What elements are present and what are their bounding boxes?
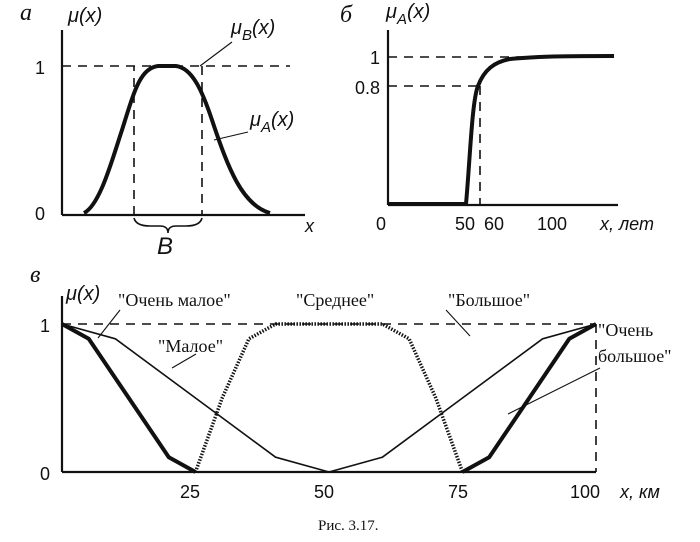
panel-c-ylabel: μ(x) (65, 283, 100, 305)
panel-a: а μ(x) 1 0 x μB(x) μA(x) B (20, 0, 315, 260)
panel-c-x-tick-75: 75 (448, 482, 468, 502)
panel-a-interval-label: B (157, 233, 173, 260)
leader-large (445, 309, 471, 337)
label-medium: "Среднее" (296, 290, 374, 310)
panel-a-ylabel: μ(x) (67, 5, 102, 27)
panel-c-xlabel: x, км (619, 482, 660, 502)
panel-c: в μ(x) 1 0 25 50 75 100 x, км "Очень мал… (30, 262, 672, 502)
panel-c-y-tick-1: 1 (40, 316, 50, 336)
panel-b-muA-curve (388, 54, 615, 206)
panel-a-muA-leader (213, 131, 249, 141)
panel-c-series-5-curve (461, 322, 597, 474)
panel-c-letter: в (30, 262, 40, 288)
panel-c-x-tick-100: 100 (570, 482, 600, 502)
panel-b: б μA(x) 1 0.8 0 50 60 100 x, лет (340, 1, 654, 234)
leader-small (171, 353, 197, 369)
panel-c-series-4-curve (328, 323, 597, 473)
panel-a-y-tick-0: 0 (35, 204, 45, 224)
panel-c-y-tick-0: 0 (40, 464, 50, 484)
panel-a-muA-curve (82, 64, 271, 215)
label-very-large-1: "Очень (598, 320, 653, 340)
panel-b-y-tick-08: 0.8 (355, 78, 380, 98)
panel-c-curves (61, 322, 597, 474)
label-large: "Большое" (448, 290, 530, 310)
panel-a-y-tick-1: 1 (35, 58, 45, 78)
panel-b-letter: б (340, 2, 353, 28)
figure-caption: Рис. 3.17. (318, 518, 379, 534)
panel-b-y-tick-1: 1 (370, 48, 380, 68)
panel-a-interval-brace (133, 217, 203, 234)
panel-a-letter: а (20, 0, 32, 26)
panel-c-series-1-curve (61, 322, 197, 474)
panel-c-series-2-curve (61, 323, 330, 473)
panel-b-x-tick-100: 100 (537, 214, 567, 234)
label-very-large-2: большое" (598, 346, 672, 366)
panel-b-ylabel: μA(x) (385, 1, 430, 28)
panel-a-muB-label: μB(x) (230, 17, 275, 44)
panel-a-muA-label: μA(x) (249, 109, 294, 136)
panel-b-xlabel: x, лет (599, 214, 654, 234)
panel-c-series-3-curve (193, 322, 465, 473)
leader-very-large (507, 367, 601, 415)
leader-very-small (97, 309, 121, 339)
panel-c-x-tick-25: 25 (180, 482, 200, 502)
panel-b-x-tick-0: 0 (376, 214, 386, 234)
panel-b-x-tick-60: 60 (484, 214, 504, 234)
panel-c-x-tick-50: 50 (314, 482, 334, 502)
panel-b-x-tick-50: 50 (455, 214, 475, 234)
label-very-small: "Очень малое" (118, 290, 231, 310)
label-small: "Малое" (158, 336, 223, 356)
panel-a-muB-leader (199, 41, 233, 67)
panel-a-muB-rectangle (133, 66, 203, 215)
panel-a-xlabel: x (304, 216, 315, 236)
